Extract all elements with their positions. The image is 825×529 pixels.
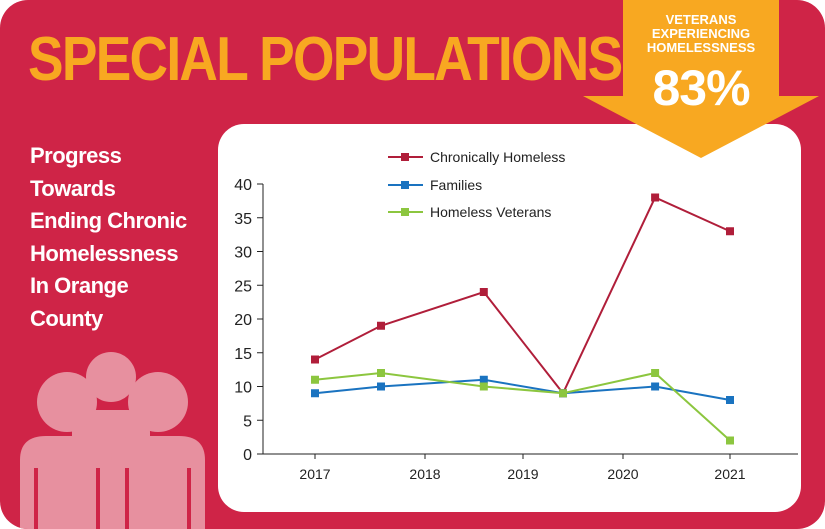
legend-marker [401, 181, 409, 189]
subtitle-line: Homelessness [30, 240, 179, 266]
badge-line: EXPERIENCING [651, 26, 751, 41]
x-tick-label: 2018 [409, 466, 440, 482]
badge-line: VETERANS [665, 12, 737, 27]
subtitle-line: In Orange [30, 273, 129, 298]
data-point [377, 369, 385, 377]
subtitle-line: County [30, 305, 103, 331]
subtitle-line: Towards [30, 175, 116, 201]
line-chart: 0 5 10 15 20 25 30 35 40 2017 2018 2019 2020 2021 Chro… [234, 149, 798, 482]
y-tick-label: 10 [234, 380, 252, 397]
subtitle-line: Progress [30, 143, 122, 168]
series-line [314, 371, 731, 442]
chart-panel [218, 124, 801, 512]
data-point [651, 382, 660, 391]
y-tick-label: 15 [234, 346, 252, 363]
badge-percentage: 83% [652, 60, 750, 116]
legend-marker [401, 208, 409, 216]
down-arrow-badge-icon [583, 0, 819, 158]
chart-subtitle: Progress Towards Ending Chronic Homeless… [30, 140, 220, 335]
series-line [314, 378, 731, 401]
legend-marker [401, 153, 409, 161]
y-tick-label: 5 [243, 413, 252, 430]
series-line [314, 196, 731, 396]
data-point [311, 389, 319, 398]
data-point [311, 375, 319, 384]
family-people-icon [0, 330, 220, 529]
y-tick-label: 0 [243, 447, 252, 464]
y-tick-label: 30 [234, 245, 252, 262]
x-tick-label: 2020 [607, 466, 638, 482]
data-point [726, 396, 734, 404]
x-tick-label: 2021 [714, 466, 745, 482]
subtitle-line: Ending Chronic [30, 208, 187, 233]
legend-label: Families [430, 177, 482, 193]
data-point [479, 375, 488, 384]
data-point [726, 227, 734, 236]
data-point [311, 355, 319, 364]
x-tick-label: 2017 [299, 466, 330, 482]
y-tick-label: 40 [234, 177, 252, 194]
data-point [377, 382, 385, 391]
x-tick-label: 2019 [507, 466, 538, 482]
data-point [479, 382, 488, 391]
data-point [651, 369, 660, 377]
y-tick-label: 35 [234, 211, 252, 228]
page-title: SPECIAL POPULATIONS [28, 25, 623, 94]
y-tick-label: 25 [234, 278, 252, 295]
data-point [559, 389, 567, 398]
legend-label: Chronically Homeless [430, 149, 565, 165]
veterans-badge: VETERANS EXPERIENCING HOMELESSNESS 83% [583, 0, 819, 158]
y-tick-label: 20 [234, 312, 252, 329]
data-point [726, 436, 734, 445]
badge-line: HOMELESSNESS [646, 40, 756, 55]
data-point [479, 288, 488, 296]
data-point [651, 193, 660, 202]
legend-label: Homeless Veterans [430, 204, 551, 220]
data-point [377, 321, 385, 330]
